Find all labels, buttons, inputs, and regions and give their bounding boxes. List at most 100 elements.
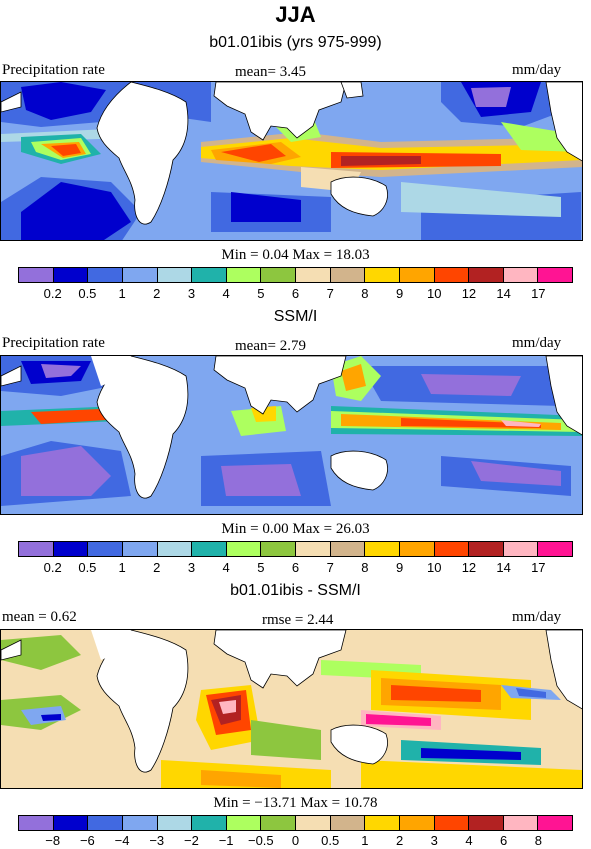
colorbar-tick-label: 3 <box>187 560 196 575</box>
panel2-colorbar-ticks: 0.2 0.5 1 2 3 4 5 6 7 8 9 10 12 14 17 <box>18 560 573 576</box>
colorbar-tick-label: 4 <box>222 560 230 575</box>
colorbar-swatch <box>399 268 435 282</box>
colorbar-tick-label: −4 <box>114 833 130 848</box>
panel2-units-label: mm/day <box>512 335 562 351</box>
colorbar-tick-label: 8 <box>361 560 369 575</box>
colorbar-swatch <box>53 816 89 830</box>
colorbar-tick-label: 2 <box>153 286 161 301</box>
colorbar-swatch <box>538 542 572 556</box>
colorbar-tick-label: 12 <box>461 286 477 301</box>
colorbar-tick-label: 0.2 <box>43 560 62 575</box>
colorbar-swatch <box>296 816 331 830</box>
colorbar-tick-label: 0.5 <box>321 833 340 848</box>
colorbar-swatch <box>503 268 539 282</box>
colorbar-swatch <box>157 816 193 830</box>
colorbar-swatch <box>261 542 296 556</box>
colorbar-tick-label: 6 <box>291 560 300 575</box>
colorbar-tick-label: 1 <box>118 560 126 575</box>
colorbar-swatch <box>88 816 123 830</box>
colorbar-swatch <box>226 268 262 282</box>
colorbar-tick-label: 17 <box>531 286 546 301</box>
colorbar-swatch <box>434 816 470 830</box>
colorbar-swatch <box>434 542 470 556</box>
colorbar-swatch <box>399 542 435 556</box>
colorbar-swatch <box>226 816 262 830</box>
colorbar-swatch <box>157 542 193 556</box>
colorbar-swatch <box>330 268 366 282</box>
colorbar-tick-label: −8 <box>45 833 61 848</box>
colorbar-tick-label: 1 <box>361 833 369 848</box>
panel3-mean-label: mean = 0.62 <box>2 609 77 625</box>
colorbar-tick-label: 7 <box>326 560 334 575</box>
colorbar-tick-label: 5 <box>257 286 265 301</box>
colorbar-tick-label: 14 <box>496 560 511 575</box>
colorbar-swatch <box>365 542 400 556</box>
colorbar-tick-label: 6 <box>500 833 508 848</box>
colorbar-swatch <box>19 542 54 556</box>
colorbar-tick-label: 14 <box>496 286 511 301</box>
colorbar-tick-label: 3 <box>430 833 438 848</box>
panel3-colorbar-ticks: −8 −6 −4 −3 −2 −1 −0.5 0 0.5 1 2 3 4 6 8 <box>18 833 573 849</box>
colorbar-swatch <box>226 542 262 556</box>
colorbar-tick-label: 9 <box>395 560 404 575</box>
colorbar-tick-label: 7 <box>326 286 334 301</box>
colorbar-tick-label: 12 <box>461 560 477 575</box>
panel2-map-svg <box>1 356 582 514</box>
colorbar-swatch <box>261 816 296 830</box>
panel3-map-svg <box>1 630 582 788</box>
colorbar-swatch <box>330 816 366 830</box>
panel3-colorbar <box>18 815 573 831</box>
colorbar-swatch <box>261 268 296 282</box>
colorbar-swatch <box>399 816 435 830</box>
colorbar-tick-label: 3 <box>187 286 196 301</box>
colorbar-tick-label: 0.5 <box>78 560 97 575</box>
panel2-subtitle: SSM/I <box>273 308 318 325</box>
colorbar-swatch <box>19 268 54 282</box>
colorbar-swatch <box>503 816 539 830</box>
colorbar-swatch <box>296 542 331 556</box>
colorbar-tick-label: 2 <box>395 833 404 848</box>
colorbar-tick-label: −2 <box>184 833 199 848</box>
colorbar-swatch <box>53 268 89 282</box>
colorbar-swatch <box>88 268 123 282</box>
panel1-colorbar-ticks: 0.2 0.5 1 2 3 4 5 6 7 8 9 10 12 14 17 <box>18 286 573 302</box>
colorbar-swatch <box>469 542 504 556</box>
panel1-left-label: Precipitation rate <box>2 62 105 78</box>
panel3-subtitle: b01.01ibis - SSM/I <box>230 582 361 599</box>
panel3-rmse-label: rmse = 2.44 <box>262 612 334 628</box>
panel1-map-svg <box>1 82 582 240</box>
colorbar-swatch <box>469 268 504 282</box>
colorbar-swatch <box>192 268 227 282</box>
colorbar-tick-label: 0.5 <box>78 286 97 301</box>
panel2-left-label: Precipitation rate <box>2 335 105 351</box>
colorbar-tick-label: 8 <box>361 286 369 301</box>
panel3-minmax: Min = −13.71 Max = 10.78 <box>213 795 378 811</box>
colorbar-tick-label: 4 <box>222 286 230 301</box>
colorbar-tick-label: −3 <box>149 833 165 848</box>
panel1-units-label: mm/day <box>512 62 562 78</box>
panel1-subtitle: b01.01ibis (yrs 975-999) <box>209 34 382 51</box>
colorbar-tick-label: 17 <box>531 560 546 575</box>
figure-title: JJA <box>275 2 316 27</box>
panel3-units-label: mm/day <box>512 609 562 625</box>
colorbar-tick-label: −1 <box>218 833 234 848</box>
colorbar-swatch <box>122 816 158 830</box>
colorbar-tick-label: 4 <box>465 833 473 848</box>
colorbar-tick-label: 0.2 <box>43 286 62 301</box>
colorbar-tick-label: −6 <box>79 833 95 848</box>
colorbar-swatch <box>157 268 193 282</box>
panel2-mean-label: mean= 2.79 <box>235 338 306 354</box>
colorbar-swatch <box>503 542 539 556</box>
colorbar-swatch <box>330 542 366 556</box>
colorbar-swatch <box>538 816 572 830</box>
colorbar-tick-label: 0 <box>291 833 300 848</box>
colorbar-tick-label: −0.5 <box>247 833 274 848</box>
colorbar-swatch <box>469 816 504 830</box>
panel1-minmax: Min = 0.04 Max = 18.03 <box>221 247 370 263</box>
colorbar-swatch <box>122 542 158 556</box>
colorbar-tick-label: 5 <box>257 560 265 575</box>
panel1-colorbar <box>18 267 573 283</box>
colorbar-swatch <box>434 268 470 282</box>
colorbar-swatch <box>365 268 400 282</box>
panel1-mean-label: mean= 3.45 <box>235 64 306 80</box>
